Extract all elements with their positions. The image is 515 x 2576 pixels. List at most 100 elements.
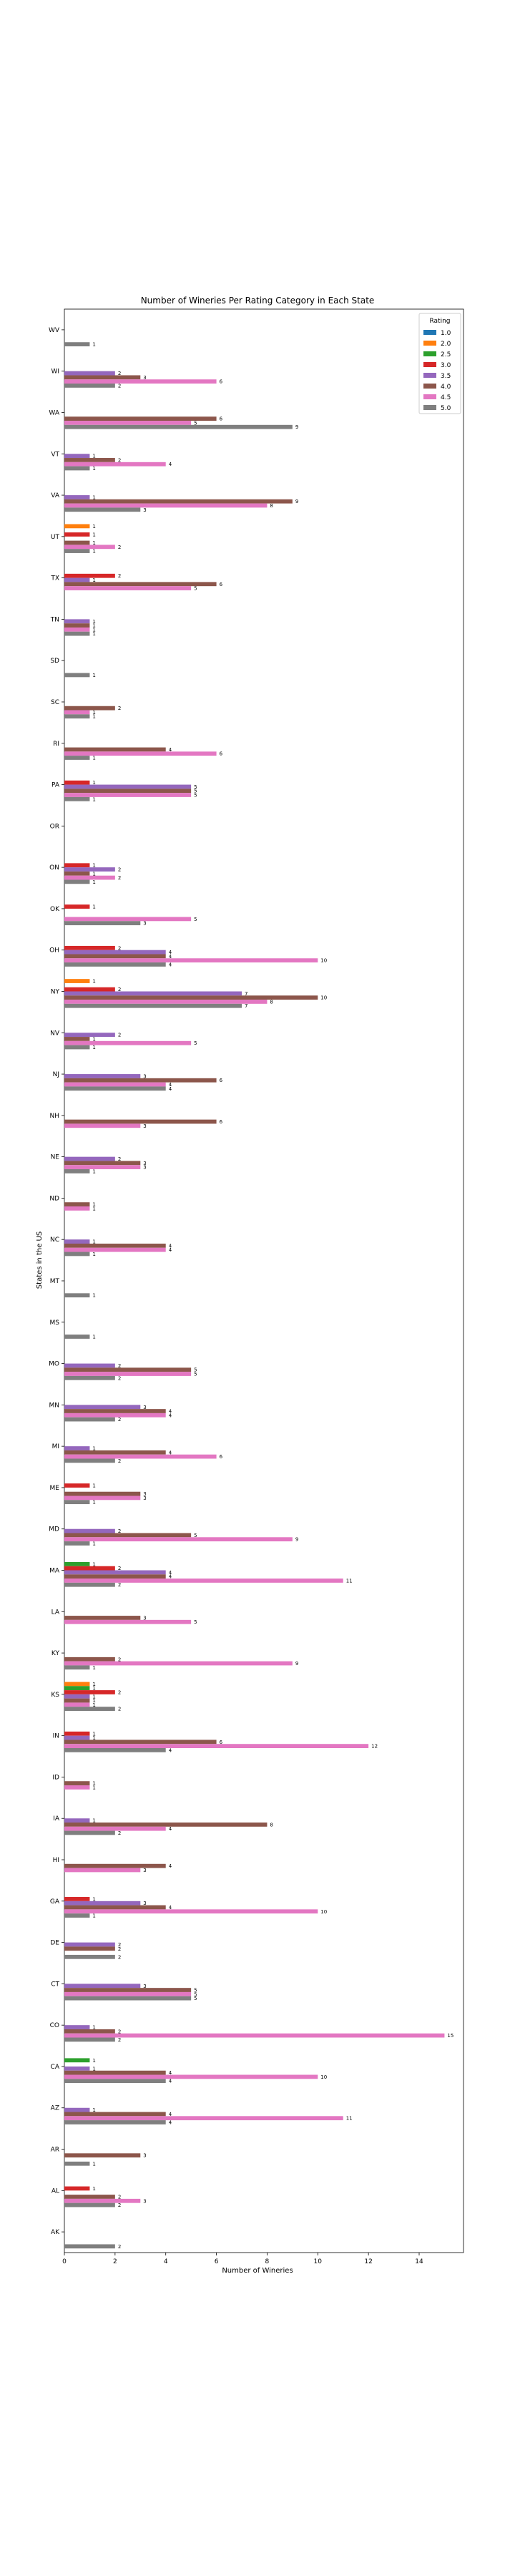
- bar-ID-4.5: [64, 1785, 90, 1790]
- value-label: 1: [92, 1561, 95, 1567]
- bar-VT-4.5: [64, 462, 166, 467]
- bar-MA-4.0: [64, 1574, 166, 1579]
- bar-MO-5.0: [64, 1375, 115, 1380]
- bar-CT-4.0: [64, 1988, 192, 1992]
- value-label: 1: [92, 1686, 95, 1692]
- bar-AL-5.0: [64, 2202, 115, 2207]
- legend-swatch: [423, 341, 436, 346]
- bar-IA-3.5: [64, 1818, 90, 1823]
- value-label: 9: [295, 499, 298, 504]
- value-label: 4: [169, 1863, 172, 1869]
- value-label: 10: [320, 1909, 327, 1915]
- bar-NV-5.0: [64, 1045, 90, 1050]
- y-tick-label: KS: [51, 1692, 59, 1699]
- bar-NC-4.0: [64, 1243, 166, 1248]
- bar-GA-5.0: [64, 1913, 90, 1918]
- value-label: 1: [92, 1293, 95, 1299]
- bar-MI-5.0: [64, 1458, 115, 1463]
- y-tick-label: OH: [49, 947, 59, 955]
- value-label: 2: [118, 875, 121, 881]
- value-label: 4: [169, 1450, 172, 1455]
- bar-NE-3.5: [64, 1156, 115, 1161]
- y-tick-label: NH: [50, 1113, 60, 1120]
- y-tick-label: WV: [49, 327, 60, 334]
- value-label: 1: [92, 1036, 95, 1042]
- bar-CT-4.5: [64, 1991, 192, 1996]
- bar-TX-4.0: [64, 582, 217, 587]
- legend-swatch: [423, 405, 436, 410]
- value-label: 15: [447, 2033, 453, 2039]
- value-label: 12: [371, 1744, 378, 1750]
- bar-OK-3.0: [64, 904, 90, 909]
- value-label: 9: [295, 1537, 298, 1543]
- legend-title: Rating: [429, 318, 450, 325]
- value-label: 6: [220, 1078, 223, 1083]
- value-label: 4: [169, 747, 172, 753]
- value-label: 1: [92, 1206, 95, 1211]
- value-label: 2: [118, 2037, 121, 2043]
- bar-TN-4.5: [64, 627, 90, 632]
- value-label: 1: [92, 879, 95, 885]
- value-label: 4: [169, 1086, 172, 1092]
- value-label: 2: [118, 2244, 121, 2250]
- legend-entry-label: 3.0: [441, 362, 451, 369]
- bar-DE-4.0: [64, 1946, 115, 1951]
- value-label: 2: [118, 987, 121, 992]
- value-label: 5: [194, 1996, 197, 2001]
- x-axis-label: Number of Wineries: [222, 2267, 293, 2275]
- value-label: 2: [118, 1363, 121, 1369]
- bar-SC-5.0: [64, 714, 90, 719]
- bar-GA-3.0: [64, 1897, 90, 1901]
- bar-UT-4.0: [64, 540, 90, 545]
- value-label: 4: [169, 2112, 172, 2117]
- value-label: 1: [92, 1694, 95, 1699]
- bar-ME-4.5: [64, 1496, 141, 1501]
- value-label: 1: [92, 1500, 95, 1506]
- value-label: 1: [92, 2107, 95, 2113]
- bar-NY-3.0: [64, 987, 115, 992]
- bar-IA-4.5: [64, 1826, 166, 1831]
- bar-SC-4.0: [64, 706, 115, 711]
- value-label: 1: [92, 979, 95, 985]
- bar-DE-5.0: [64, 1954, 115, 1959]
- bar-WV-5.0: [64, 342, 90, 347]
- bar-WA-4.5: [64, 421, 192, 425]
- bar-MT-5.0: [64, 1293, 90, 1298]
- bar-AR-5.0: [64, 2161, 90, 2166]
- legend-swatch: [423, 351, 436, 356]
- value-label: 1: [92, 1335, 95, 1340]
- legend-entry-label: 5.0: [441, 405, 451, 412]
- bar-OH-4.0: [64, 954, 166, 959]
- value-label: 3: [143, 375, 146, 381]
- bar-GA-4.0: [64, 1905, 166, 1910]
- value-label: 4: [169, 2079, 172, 2084]
- bar-KY-4.5: [64, 1661, 293, 1666]
- bar-UT-5.0: [64, 549, 90, 553]
- value-label: 1: [92, 780, 95, 786]
- value-label: 5: [194, 917, 197, 922]
- value-label: 1: [92, 714, 95, 720]
- bar-ID-4.0: [64, 1781, 90, 1786]
- legend-swatch: [423, 330, 436, 335]
- value-label: 2: [118, 1657, 121, 1662]
- y-tick-label: MA: [49, 1568, 60, 1575]
- value-label: 2: [118, 1689, 121, 1695]
- bar-MN-5.0: [64, 1417, 115, 1422]
- value-label: 11: [346, 2116, 353, 2122]
- bar-HI-4.0: [64, 1863, 166, 1868]
- value-label: 1: [92, 532, 95, 537]
- bar-VA-5.0: [64, 507, 141, 512]
- value-label: 4: [169, 1747, 172, 1753]
- bar-PA-3.5: [64, 784, 192, 789]
- value-label: 1: [92, 2025, 95, 2031]
- value-label: 2: [118, 2194, 121, 2200]
- x-tick-label: 14: [415, 2258, 423, 2265]
- bar-NJ-3.5: [64, 1074, 141, 1078]
- value-label: 8: [270, 999, 273, 1005]
- value-label: 2: [118, 573, 121, 579]
- legend-entry-label: 4.5: [441, 394, 451, 401]
- x-tick-label: 4: [164, 2258, 168, 2265]
- bar-WA-5.0: [64, 424, 293, 429]
- bar-MI-4.0: [64, 1450, 166, 1455]
- bar-OH-5.0: [64, 962, 166, 967]
